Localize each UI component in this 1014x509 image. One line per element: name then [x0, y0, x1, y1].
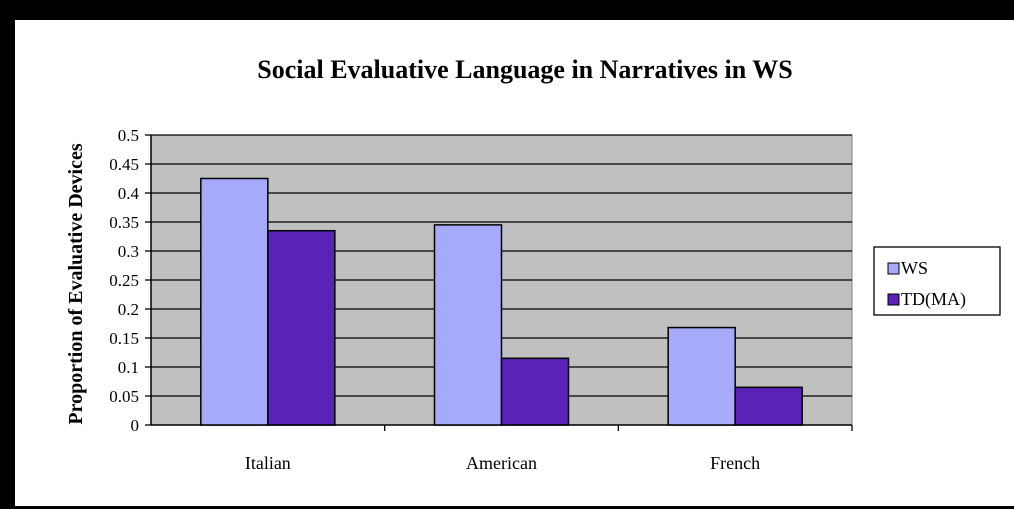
bar-ws-italian — [200, 177, 269, 426]
chart-title: Social Evaluative Language in Narratives… — [257, 55, 792, 84]
legend-swatch — [887, 293, 900, 306]
bar-td-ma-french — [734, 386, 803, 426]
y-tick-label: 0.45 — [109, 155, 139, 174]
y-tick-label: 0.35 — [109, 213, 139, 232]
x-tick-label: American — [466, 453, 537, 473]
legend-label: WS — [901, 258, 928, 278]
y-tick-label: 0.25 — [109, 271, 139, 290]
y-tick-label: 0 — [131, 416, 140, 435]
y-tick-label: 0.2 — [118, 300, 139, 319]
x-tick-label: Italian — [245, 453, 291, 473]
bar-ws-french — [667, 326, 736, 426]
y-tick-label: 0.05 — [109, 387, 139, 406]
bar-td-ma-american — [500, 357, 570, 426]
bar-ws-american — [433, 224, 503, 426]
legend-swatch — [887, 262, 900, 275]
chart-panel: Social Evaluative Language in Narratives… — [15, 20, 1014, 509]
bar-chart: Social Evaluative Language in Narratives… — [65, 55, 1001, 473]
y-tick-label: 0.5 — [118, 126, 139, 145]
y-tick-label: 0.3 — [118, 242, 139, 261]
legend-label: TD(MA) — [901, 289, 966, 310]
y-tick-label: 0.1 — [118, 358, 139, 377]
y-axis-label: Proportion of Evaluative Devices — [65, 143, 87, 424]
bar-td-ma-italian — [267, 229, 336, 426]
x-tick-label: French — [710, 453, 760, 473]
legend: WS TD(MA) — [873, 246, 1001, 316]
y-tick-label: 0.4 — [118, 184, 140, 203]
y-tick-label: 0.15 — [109, 329, 139, 348]
